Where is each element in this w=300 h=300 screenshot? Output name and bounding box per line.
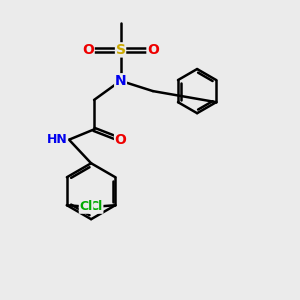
- Text: Cl: Cl: [80, 200, 93, 213]
- Text: HN: HN: [47, 133, 68, 146]
- Text: N: N: [115, 74, 126, 88]
- Text: O: O: [115, 133, 127, 147]
- Text: O: O: [147, 43, 159, 57]
- Text: S: S: [116, 43, 126, 57]
- Text: Cl: Cl: [90, 200, 103, 213]
- Text: O: O: [82, 43, 94, 57]
